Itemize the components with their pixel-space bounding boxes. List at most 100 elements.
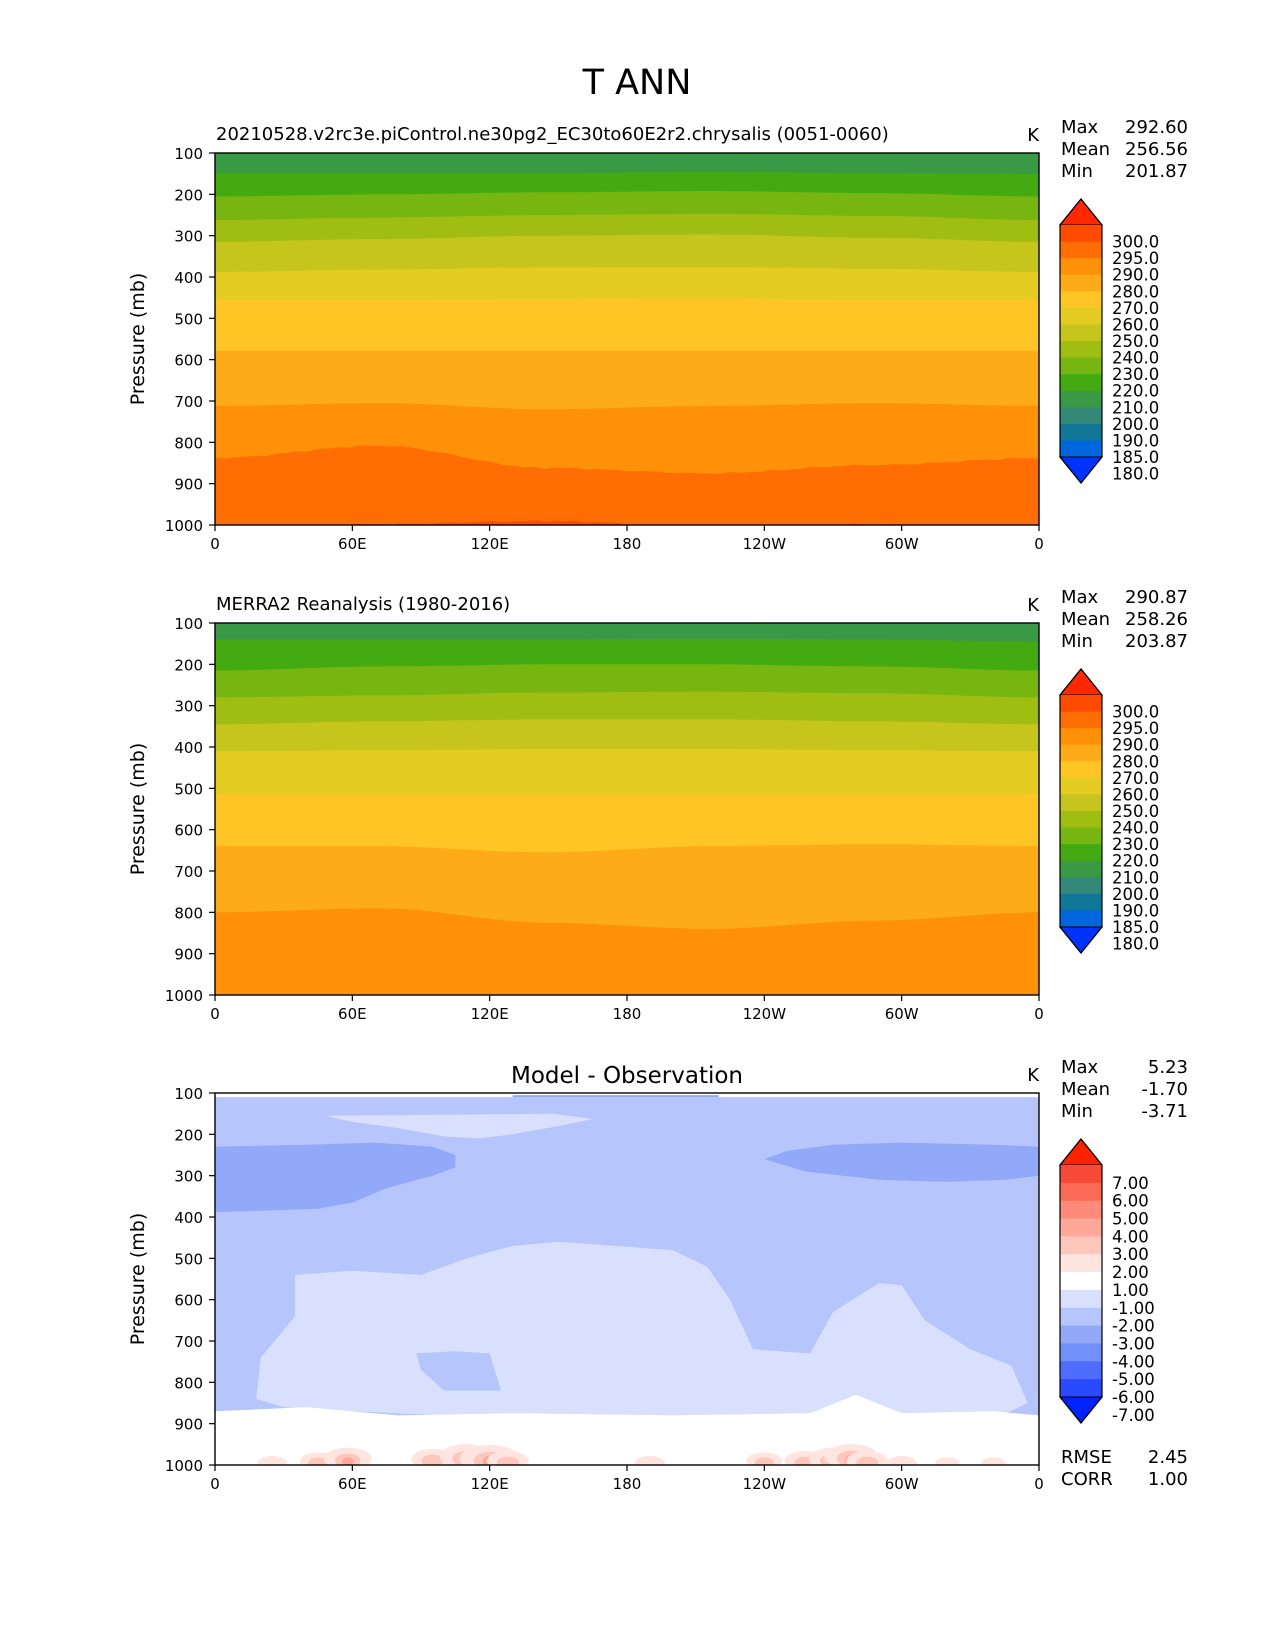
colorbar-extend-min — [1058, 456, 1104, 484]
colorbar-box — [1060, 423, 1102, 441]
colorbar-label: 260.0 — [1112, 315, 1159, 334]
y-tick-label: 300 — [174, 1168, 203, 1186]
colorbar-label: -5.00 — [1112, 1370, 1155, 1389]
colorbar-box — [1060, 440, 1102, 458]
colorbar-label: 240.0 — [1112, 349, 1159, 368]
contour-band — [886, 1455, 917, 1465]
y-tick-label: 900 — [174, 946, 203, 964]
colorbar-box — [1060, 695, 1102, 713]
colorbar-extend-min — [1058, 926, 1104, 954]
y-tick-label: 900 — [174, 476, 203, 494]
y-tick-label: 100 — [174, 145, 203, 163]
colorbar-label: 5.00 — [1112, 1210, 1149, 1229]
colorbar-label: 200.0 — [1112, 885, 1159, 904]
colorbar-label: 7.00 — [1112, 1174, 1149, 1193]
x-tick-label: 60W — [885, 1475, 919, 1493]
colorbar-box — [1060, 1200, 1102, 1220]
x-tick-label: 60E — [338, 1475, 367, 1493]
colorbar-box — [1060, 1272, 1102, 1291]
colorbar-box — [1060, 1343, 1102, 1362]
colorbar-box — [1060, 407, 1102, 425]
colorbar-label: 180.0 — [1112, 465, 1159, 484]
colorbar-label: 300.0 — [1112, 703, 1159, 722]
stat-label: Max — [1061, 587, 1099, 608]
contour-band — [257, 1455, 288, 1465]
y-tick-label: 900 — [174, 1416, 203, 1434]
colorbar-extend-max — [1058, 1138, 1104, 1166]
contour-band — [856, 1456, 879, 1465]
x-tick-label: 60E — [338, 1005, 367, 1023]
contour-band — [421, 1454, 444, 1465]
colorbar-label: -1.00 — [1112, 1299, 1155, 1318]
colorbar-box — [1060, 1182, 1102, 1202]
colorbar-extend-min — [1058, 1396, 1104, 1424]
contour-band — [342, 1457, 354, 1465]
stat-label: Mean — [1061, 609, 1110, 630]
colorbar-label: 220.0 — [1112, 852, 1159, 871]
y-axis-label: Pressure (mb) — [127, 273, 149, 406]
contour-plot-0 — [215, 153, 1039, 525]
colorbar-box — [1060, 341, 1102, 359]
colorbar-extend-max — [1058, 198, 1104, 226]
x-tick-label: 120E — [471, 1005, 509, 1023]
colorbar-box — [1060, 324, 1102, 342]
stat-value: 290.87 — [1125, 587, 1188, 608]
y-tick-label: 400 — [174, 1209, 203, 1227]
colorbar-box — [1060, 893, 1102, 911]
colorbar-label: 3.00 — [1112, 1245, 1149, 1264]
x-tick-label: 120W — [743, 1475, 787, 1493]
colorbar-box — [1060, 374, 1102, 392]
contour-band — [324, 1113, 593, 1139]
stat-value: 1.00 — [1148, 1469, 1188, 1490]
colorbar-box — [1060, 1289, 1102, 1309]
colorbar-label: 295.0 — [1112, 719, 1159, 738]
stat-label: RMSE — [1061, 1447, 1112, 1468]
stat-label: Min — [1061, 631, 1093, 652]
colorbar-label: 230.0 — [1112, 835, 1159, 854]
colorbar-label: 190.0 — [1112, 901, 1159, 920]
panel-title: Model - Observation — [511, 1063, 743, 1089]
colorbar-label: 4.00 — [1112, 1227, 1149, 1246]
colorbar-box — [1060, 761, 1102, 779]
colorbar-label: -7.00 — [1112, 1406, 1155, 1425]
y-tick-label: 600 — [174, 822, 203, 840]
contour-band — [935, 1457, 960, 1465]
x-tick-label: 120E — [471, 1475, 509, 1493]
y-tick-label: 1000 — [165, 1457, 203, 1475]
colorbar-label: 280.0 — [1112, 752, 1159, 771]
y-tick-label: 800 — [174, 434, 203, 452]
colorbar-label: 270.0 — [1112, 299, 1159, 318]
y-tick-label: 300 — [174, 228, 203, 246]
y-tick-label: 500 — [174, 310, 203, 328]
panel-title: 20210528.v2rc3e.piControl.ne30pg2_EC30to… — [216, 124, 889, 145]
colorbar-outline — [1059, 198, 1103, 484]
y-tick-label: 300 — [174, 698, 203, 716]
x-tick-label: 180 — [613, 1475, 642, 1493]
colorbar-box — [1060, 1361, 1102, 1380]
colorbar-label: 300.0 — [1112, 233, 1159, 252]
x-tick-label: 60E — [338, 535, 367, 553]
y-axis-label: Pressure (mb) — [127, 743, 149, 876]
x-tick-label: 180 — [613, 1005, 642, 1023]
contour-band — [308, 1457, 328, 1465]
colorbar-box — [1060, 1307, 1102, 1327]
y-tick-label: 800 — [174, 904, 203, 922]
colorbar-label: 210.0 — [1112, 398, 1159, 417]
colorbar-label: 250.0 — [1112, 332, 1159, 351]
colorbar-label: 210.0 — [1112, 868, 1159, 887]
stat-value: 292.60 — [1125, 117, 1188, 138]
colorbar-label: 2.00 — [1112, 1263, 1149, 1282]
colorbar-label: 295.0 — [1112, 249, 1159, 268]
colorbar-box — [1060, 291, 1102, 309]
colorbar-extend-max — [1058, 668, 1104, 696]
colorbar-box — [1060, 357, 1102, 375]
stat-label: Max — [1061, 117, 1099, 138]
stat-label: Mean — [1061, 1079, 1110, 1100]
colorbar-label: 270.0 — [1112, 769, 1159, 788]
stat-label: CORR — [1061, 1469, 1113, 1490]
colorbar-label: -6.00 — [1112, 1388, 1155, 1407]
colorbar-box — [1060, 711, 1102, 729]
colorbar-box — [1060, 844, 1102, 862]
figure-title: T ANN — [582, 63, 692, 103]
colorbar-box — [1060, 1236, 1102, 1255]
